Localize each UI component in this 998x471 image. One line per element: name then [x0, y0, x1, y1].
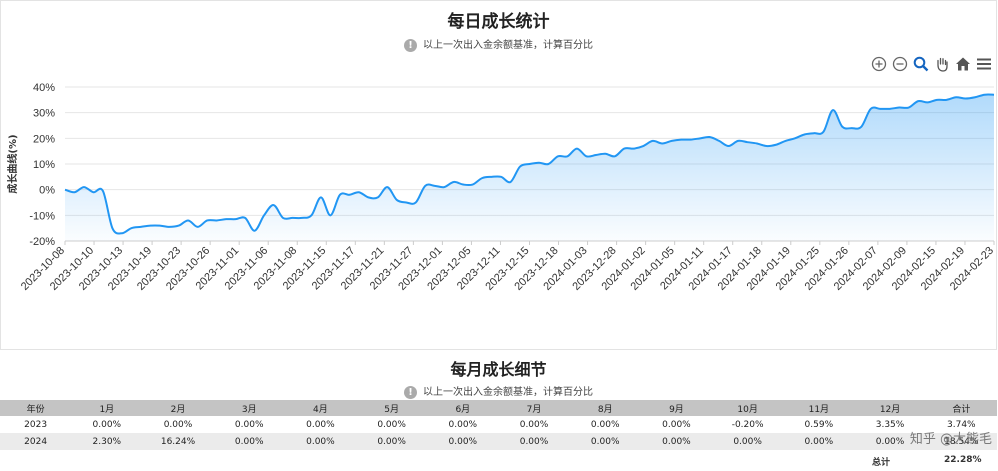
y-tick-label: 40%: [33, 82, 55, 94]
growth-line-chart: -20%-10%0%10%20%30%40%成长曲线(%)2023-10-082…: [6, 82, 996, 293]
y-tick-label: 10%: [33, 159, 55, 171]
table-cell: 0.00%: [590, 419, 620, 430]
table-cell: 0.00%: [92, 419, 122, 430]
table-cell: 0.00%: [427, 433, 499, 450]
chart-subtitle-text: 以上一次出入金余额基准，计算百分比: [423, 40, 593, 51]
total-row: 总计 22.28%: [0, 453, 997, 470]
table-cell: 0.59%: [804, 419, 834, 430]
monthly-growth-table: 年份 1月 2月 3月 4月 5月 6月 7月 8月 9月 10月 11月 12月 合计 2023 0.00…: [0, 400, 997, 450]
column-header: 10月: [712, 400, 784, 416]
table-cell: 0.00%: [569, 433, 641, 450]
table-cell: 0.00%: [783, 433, 855, 450]
zoom-select-icon[interactable]: [912, 55, 929, 72]
table-subtitle-text: 以上一次出入金余额基准，计算百分比: [423, 387, 593, 398]
column-header: 8月: [569, 400, 641, 416]
table-cell: 0.00%: [662, 419, 691, 430]
chart-title: 每日成长统计: [447, 12, 550, 32]
watermark: 知乎 @大熊毛: [909, 432, 992, 447]
table-cell: 18.54%: [925, 433, 997, 450]
table-row: 2023 0.00% 0.00% 0.00% 0.00% 0.00% 0.00% 0.00% 0…: [0, 416, 997, 433]
chart-subtitle: ! 以上一次出入金余额基准，计算百分比: [1, 36, 996, 52]
table-cell: 0.00%: [284, 433, 357, 450]
y-tick-label: -10%: [29, 210, 55, 222]
column-header: 合计: [925, 400, 997, 416]
table-cell: 2.30%: [71, 433, 143, 450]
table-cell: 0.00%: [213, 433, 285, 450]
zoom-out-icon[interactable]: [891, 55, 908, 72]
table-cell: 0.00%: [519, 419, 549, 430]
column-header: 6月: [427, 400, 499, 416]
table-cell: 0.00%: [712, 433, 784, 450]
chart-toolbar: [870, 55, 992, 72]
table-row: 2024 2.30% 16.24% 0.00% 0.00% 0.00% 0.00% 0.00%…: [0, 433, 997, 450]
table-title: 每月成长细节: [450, 360, 547, 379]
table-cell: 3.35%: [875, 419, 905, 430]
info-icon: !: [404, 385, 417, 399]
column-header: 2月: [142, 400, 214, 416]
table-subtitle: ! 以上一次出入金余额基准，计算百分比: [0, 383, 997, 399]
column-header: 12月: [854, 400, 926, 416]
column-header: 9月: [640, 400, 713, 416]
series-line: [64, 93, 995, 235]
total-value: 22.28%: [944, 455, 982, 465]
table-cell: 0.00%: [640, 433, 713, 450]
y-tick-label: 0%: [39, 185, 55, 197]
info-icon: !: [404, 38, 417, 52]
table-cell: 0.00%: [234, 419, 264, 430]
column-header: 4月: [284, 400, 357, 416]
y-tick-label: -20%: [29, 236, 55, 248]
total-label: 总计: [872, 458, 891, 468]
table-header-row: 年份 1月 2月 3月 4月 5月 6月 7月 8月 9月 10月 11月 12月 合计: [0, 400, 997, 416]
table-cell: -0.20%: [731, 419, 764, 430]
column-header: 5月: [356, 400, 428, 416]
table-cell: 2023: [24, 419, 48, 430]
growth-chart-panel: 每日成长统计 ! 以上一次出入金余额基准，计算百分比 -20% -10% 0% 10% 2…: [0, 0, 997, 350]
table-cell: 0.00%: [163, 419, 193, 430]
column-header: 11月: [783, 400, 855, 416]
table-cell: 3.74%: [947, 419, 976, 430]
column-header: 3月: [213, 400, 285, 416]
table-cell: 0.00%: [306, 419, 335, 430]
series-area: [65, 94, 994, 241]
monthly-table-panel: 每月成长细节 ! 以上一次出入金余额基准，计算百分比: [0, 351, 997, 471]
table-cell: 0.00%: [498, 433, 570, 450]
home-icon[interactable]: [954, 55, 971, 72]
pan-icon[interactable]: [933, 55, 950, 72]
y-tick-label: 20%: [33, 133, 55, 145]
column-header: 7月: [498, 400, 570, 416]
column-header: 1月: [71, 400, 143, 416]
table-body: 2023 0.00% 0.00% 0.00% 0.00% 0.00% 0.00% 0.00% 0…: [0, 416, 997, 450]
table-cell: 0.00%: [377, 419, 406, 430]
menu-icon[interactable]: [975, 55, 992, 72]
table-cell: 16.24%: [142, 433, 214, 450]
table-cell: 0.00%: [356, 433, 428, 450]
y-tick-label: 30%: [33, 108, 55, 120]
table-cell: 2024: [0, 433, 72, 450]
table-cell: 0.00%: [854, 433, 926, 450]
y-axis-label: 成长曲线(%): [6, 134, 19, 193]
table-cell: 0.00%: [448, 419, 478, 430]
column-header: 年份: [0, 400, 72, 416]
zoom-in-icon[interactable]: [870, 55, 887, 72]
